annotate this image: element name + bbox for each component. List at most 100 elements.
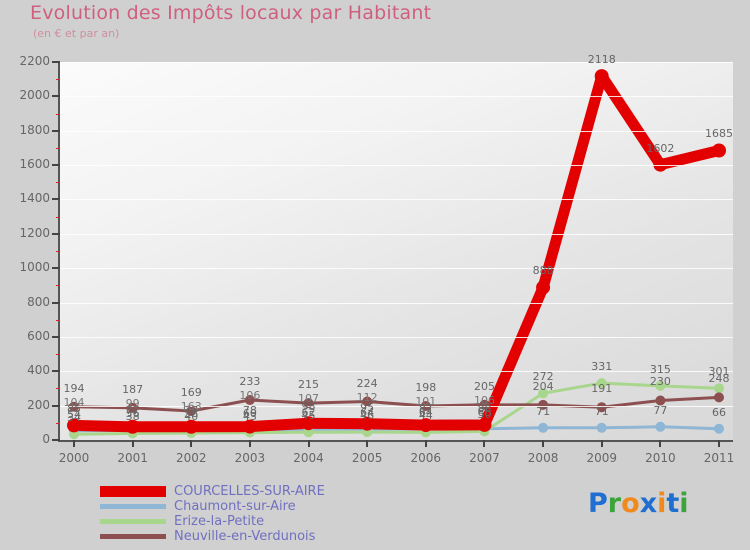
data-point	[655, 421, 666, 432]
x-axis-tick	[190, 440, 193, 447]
y-axis-tick	[52, 267, 60, 270]
y-axis-label: 0	[42, 432, 50, 446]
grid-line	[60, 62, 733, 63]
x-axis-label: 2008	[527, 451, 559, 465]
data-point	[303, 427, 314, 438]
x-axis-label: 2005	[351, 451, 383, 465]
data-point	[360, 416, 375, 431]
data-point	[127, 402, 138, 413]
x-axis-tick	[73, 440, 75, 447]
chart-legend: COURCELLES-SUR-AIRE Chaumont-sur-Aire Eriz…	[100, 484, 325, 544]
grid-line	[60, 199, 733, 201]
logo-letter: i	[657, 488, 667, 519]
x-axis-label: 2002	[175, 451, 207, 465]
x-axis-tick	[424, 440, 427, 447]
x-axis-tick	[366, 440, 369, 447]
data-point	[712, 143, 726, 158]
x-axis-tick	[483, 440, 486, 447]
series-line	[72, 381, 721, 436]
logo-letter: i	[679, 488, 689, 519]
y-axis-minor-tick	[56, 422, 60, 424]
series-line	[68, 70, 725, 433]
plot-area: 0 200 400 600 800 1000 1200 1400 1600 1800 2000 220…	[19, 53, 734, 465]
x-axis-label: 2007	[469, 451, 500, 465]
logo-letter: r	[607, 488, 622, 519]
logo-letter: x	[639, 488, 658, 519]
y-axis-label: 400	[27, 363, 50, 378]
y-axis-tick	[52, 439, 60, 441]
data-point	[596, 422, 607, 433]
y-axis-label: 1000	[19, 260, 50, 275]
x-axis-label: 2011	[703, 451, 735, 465]
data-point	[186, 406, 197, 416]
legend-label: Erize-la-Petite	[174, 513, 265, 529]
legend-label: Neuville-en-Verdunois	[174, 528, 316, 544]
data-point	[594, 69, 609, 84]
y-axis-tick	[52, 370, 60, 373]
legend-item-1[interactable]: Chaumont-sur-Aire	[100, 499, 325, 514]
y-axis-tick	[52, 61, 60, 63]
y-axis-tick	[52, 335, 60, 338]
data-point	[714, 383, 724, 394]
y-axis-minor-tick	[56, 251, 60, 252]
y-axis-minor-tick	[56, 285, 60, 287]
proxiti-logo: Proxiti	[588, 488, 689, 519]
series-line	[72, 395, 721, 413]
x-axis-tick	[718, 440, 720, 447]
y-axis-label: 2000	[19, 88, 50, 103]
data-point	[536, 280, 551, 295]
data-point	[714, 423, 724, 434]
data-point	[301, 416, 316, 431]
data-point	[242, 419, 257, 434]
y-axis-label: 2200	[19, 54, 50, 68]
chart-subtitle: (en € et par an)	[33, 27, 120, 40]
data-point	[538, 399, 549, 410]
y-axis-minor-tick	[56, 388, 60, 390]
legend-item-3[interactable]: Neuville-en-Verdunois	[100, 529, 325, 544]
y-axis-minor-tick	[56, 182, 60, 184]
x-axis-label: 2000	[58, 451, 90, 465]
y-axis-minor-tick	[56, 354, 60, 356]
y-axis-minor-tick	[56, 79, 60, 81]
y-axis-label: 200	[27, 397, 50, 412]
y-axis-minor-tick	[56, 319, 60, 321]
data-point	[69, 401, 79, 412]
data-point	[303, 398, 314, 409]
chart-svg	[67, 69, 726, 440]
data-point	[653, 157, 668, 172]
y-axis-minor-tick	[56, 113, 60, 115]
y-axis-tick	[52, 95, 60, 98]
legend-swatch	[100, 504, 166, 509]
data-point	[418, 418, 433, 433]
legend-item-2[interactable]: Erize-la-Petite	[100, 514, 325, 529]
x-axis-tick	[542, 440, 545, 447]
y-axis-tick	[52, 301, 60, 304]
x-axis-tick	[131, 440, 134, 447]
y-axis-minor-tick	[56, 147, 60, 149]
chart-title: Evolution des Impôts locaux par Habitant	[30, 2, 432, 24]
y-axis-label: 1600	[19, 157, 50, 172]
legend-item-0[interactable]: COURCELLES-SUR-AIRE	[100, 484, 325, 499]
data-point	[125, 419, 140, 434]
grid-line	[60, 96, 733, 98]
y-axis-tick	[52, 198, 60, 201]
data-point	[655, 395, 666, 406]
grid-line	[60, 165, 733, 167]
x-axis-tick	[307, 440, 310, 447]
logo-letter: o	[621, 488, 640, 519]
grid-line	[60, 405, 733, 407]
grid-line	[60, 371, 733, 373]
grid-line	[60, 302, 733, 304]
legend-label: COURCELLES-SUR-AIRE	[174, 483, 325, 499]
data-point	[538, 422, 549, 433]
data-point	[538, 388, 549, 399]
x-axis-label: 2003	[234, 451, 266, 465]
grid-line	[60, 268, 733, 270]
legend-swatch	[100, 519, 166, 524]
data-point	[477, 417, 492, 432]
legend-swatch	[100, 534, 166, 539]
x-axis-tick	[248, 440, 251, 447]
y-axis-label: 800	[27, 294, 50, 309]
data-point	[479, 399, 490, 410]
